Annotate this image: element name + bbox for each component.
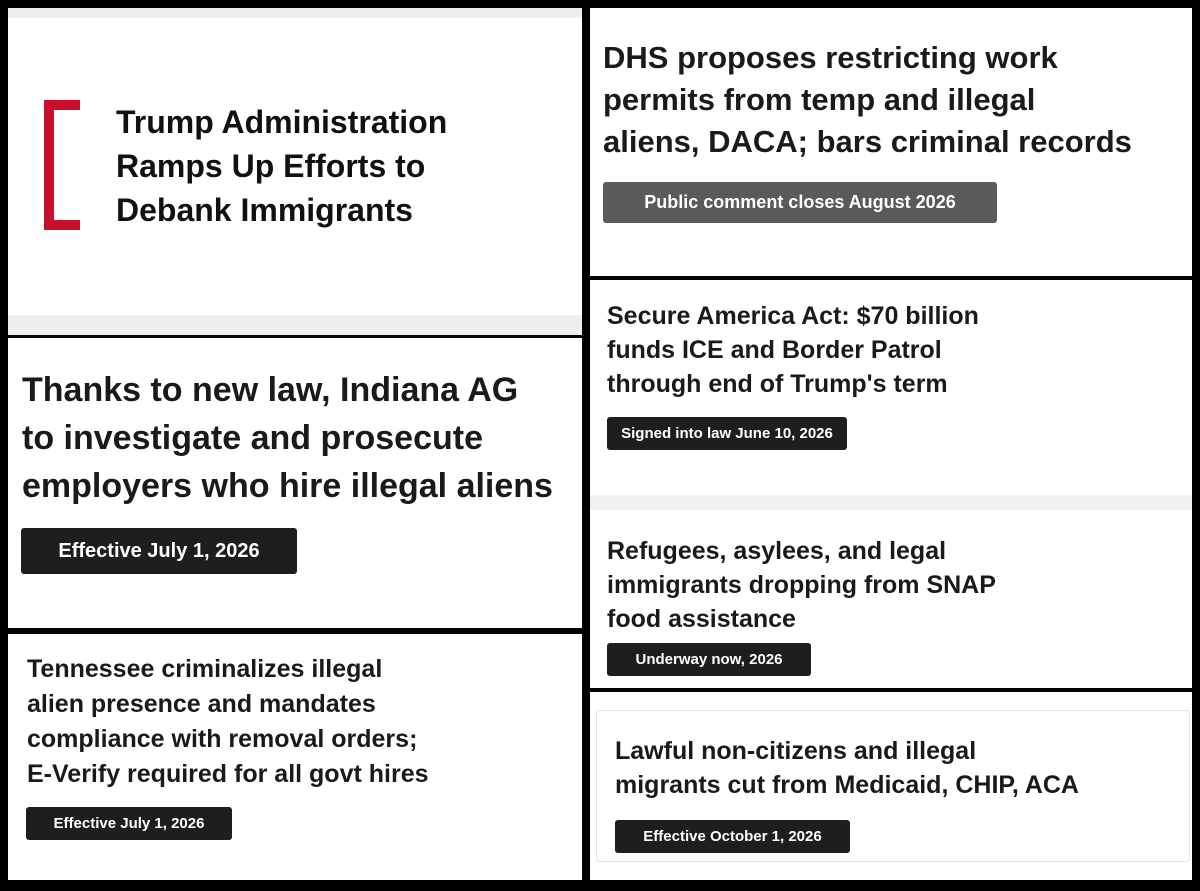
headline-line: to investigate and prosecute xyxy=(22,419,483,457)
badge: Effective October 1, 2026 xyxy=(615,820,850,853)
panel-debank: Trump Administration Ramps Up Efforts to D… xyxy=(8,8,582,335)
headline-line: E-Verify required for all govt hires xyxy=(27,760,429,788)
headline-line: employers who hire illegal aliens xyxy=(22,467,553,505)
headline-line: compliance with removal orders; xyxy=(27,725,418,753)
badge: Signed into law June 10, 2026 xyxy=(607,417,847,450)
headline: Secure America Act: $70 billion funds ICE… xyxy=(607,299,979,401)
strip xyxy=(8,8,582,18)
headline: Thanks to new law, Indiana AG to investig… xyxy=(22,366,553,510)
headline-line: aliens, DACA; bars criminal records xyxy=(603,124,1132,159)
headline: Trump Administration Ramps Up Efforts to D… xyxy=(116,100,447,232)
logo-bracket xyxy=(44,100,80,230)
headline-line: Tennessee criminalizes illegal xyxy=(27,655,383,683)
headline-line: Refugees, asylees, and legal xyxy=(607,537,947,565)
panel-medicaid: Lawful non-citizens and illegal migrants … xyxy=(590,692,1192,880)
headline-line: immigrants dropping from SNAP xyxy=(607,571,996,599)
badge: Effective July 1, 2026 xyxy=(26,807,232,840)
headline-line: Secure America Act: $70 billion xyxy=(607,302,979,330)
badge: Effective July 1, 2026 xyxy=(21,528,297,574)
headline-line: Trump Administration xyxy=(116,104,448,140)
headline-line: Ramps Up Efforts to xyxy=(116,148,426,184)
headline-line: food assistance xyxy=(607,605,796,633)
badge: Underway now, 2026 xyxy=(607,643,811,676)
headline-line: Thanks to new law, Indiana AG xyxy=(22,371,519,409)
panel-dhs: DHS proposes restricting work permits fro… xyxy=(590,8,1192,276)
headline: Refugees, asylees, and legal immigrants d… xyxy=(607,534,996,636)
headline-line: migrants cut from Medicaid, CHIP, ACA xyxy=(615,771,1079,799)
headline-line: Debank Immigrants xyxy=(116,192,413,228)
headline-line: permits from temp and illegal xyxy=(603,82,1036,117)
headline: DHS proposes restricting work permits fro… xyxy=(603,37,1132,163)
badge: Public comment closes August 2026 xyxy=(603,182,997,223)
headline-line: alien presence and mandates xyxy=(27,690,376,718)
panel-indiana: Thanks to new law, Indiana AG to investig… xyxy=(8,338,582,628)
panel-tennessee: Tennessee criminalizes illegal alien pres… xyxy=(8,634,582,880)
headline: Lawful non-citizens and illegal migrants … xyxy=(615,734,1079,802)
panel-middle: Secure America Act: $70 billion funds ICE… xyxy=(590,280,1192,688)
headline: Tennessee criminalizes illegal alien pres… xyxy=(27,652,429,792)
headline-line: Lawful non-citizens and illegal xyxy=(615,737,977,765)
headline-line: funds ICE and Border Patrol xyxy=(607,336,942,364)
card xyxy=(596,710,1190,862)
strip xyxy=(590,495,1192,510)
headline-line: DHS proposes restricting work xyxy=(603,40,1058,75)
headline-line: through end of Trump's term xyxy=(607,370,948,398)
strip xyxy=(8,315,582,335)
